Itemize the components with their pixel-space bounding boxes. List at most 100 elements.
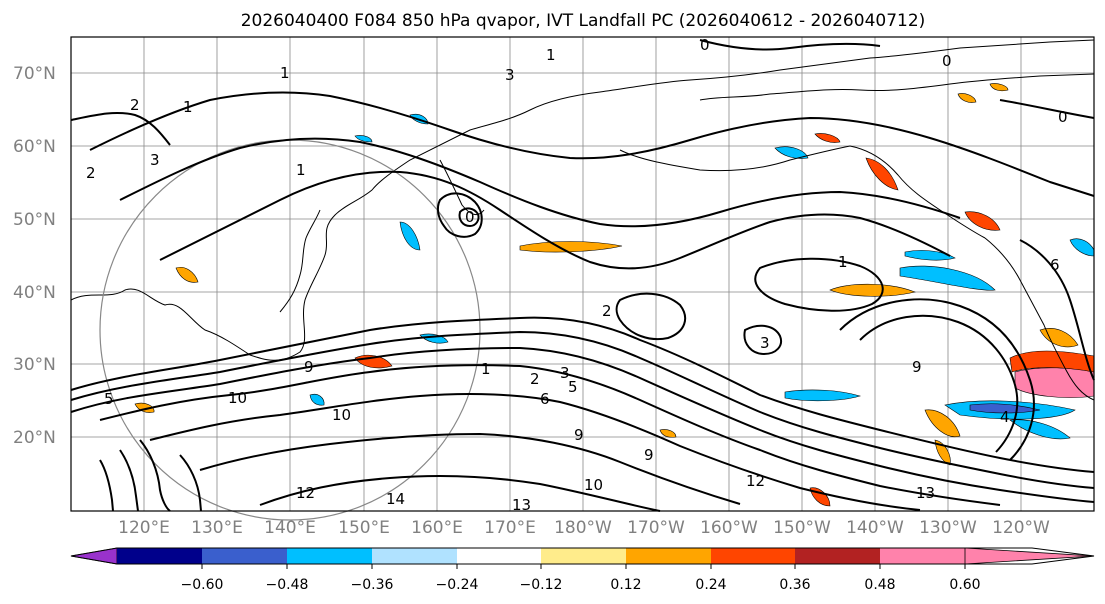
- contour-label: 3: [150, 151, 160, 169]
- anomaly-patch: [1009, 419, 1071, 440]
- contour-label: 9: [912, 358, 922, 376]
- colorbar-segment: [287, 548, 372, 564]
- colorbar-segment: [202, 548, 287, 564]
- longitude-axis: 120°E 130°E 140°E 150°E 160°E 170°E 180°…: [118, 518, 1050, 538]
- colorbar-tick-label: 0.36: [779, 577, 810, 593]
- anomaly-patch: [964, 211, 1001, 231]
- contour-label: 13: [916, 484, 935, 502]
- contour-line: [754, 257, 884, 312]
- colorbar-outline: [70, 547, 1095, 565]
- anomaly-patch: [175, 267, 199, 283]
- contour-line: [179, 454, 202, 512]
- contour-line: [199, 432, 741, 505]
- contour-label: 0: [942, 52, 952, 70]
- lat-label: 40°N: [13, 283, 56, 303]
- contour-line: [699, 39, 881, 51]
- contour-label: 5: [568, 378, 578, 396]
- anomaly-patch: [814, 133, 841, 143]
- contour-line: [149, 393, 921, 511]
- contour-line: [458, 207, 480, 228]
- colorbar-tick-label: 0.12: [610, 577, 641, 593]
- colorbar-segment: [795, 548, 880, 564]
- contour-line: [615, 292, 687, 340]
- anomaly-patch: [784, 389, 862, 402]
- lon-label: 170°W: [627, 518, 685, 538]
- colorbar: −0.60 −0.48 −0.36 −0.24 −0.12 0.12 0.24 …: [70, 547, 1095, 593]
- coastline-north-america: [984, 237, 1095, 401]
- lon-label: 150°W: [773, 518, 831, 538]
- contour-line: [119, 449, 139, 512]
- anomaly-patch: [957, 93, 977, 103]
- contour-lines: [70, 39, 1095, 512]
- anomaly-patch: [865, 157, 899, 191]
- contour-line: [743, 324, 782, 356]
- colorbar-segment: [880, 548, 965, 564]
- contour-label: 12: [296, 484, 315, 502]
- contour-label: 3: [505, 66, 515, 84]
- lon-label: 160°W: [700, 518, 758, 538]
- contour-label: 13: [512, 496, 531, 514]
- contour-label: 2: [602, 302, 612, 320]
- colorbar-tick-label: −0.48: [266, 577, 309, 593]
- contour-label: 1: [838, 253, 848, 271]
- colorbar-tick-label: 0.48: [864, 577, 895, 593]
- contour-label: 10: [228, 389, 247, 407]
- lat-label: 70°N: [13, 64, 56, 84]
- contour-line: [436, 192, 483, 238]
- colorbar-segment: [372, 548, 457, 564]
- anomaly-patch: [829, 283, 916, 297]
- contour-line: [999, 99, 1095, 119]
- lat-label: 20°N: [13, 428, 56, 448]
- contour-label: 10: [584, 476, 603, 494]
- contour-line: [99, 459, 114, 512]
- lat-label: 50°N: [13, 210, 56, 230]
- contour-line: [70, 316, 1095, 473]
- anomaly-patch: [774, 146, 809, 159]
- contour-line: [119, 137, 961, 228]
- contour-label: 1: [481, 360, 491, 378]
- contour-label: 4: [1000, 408, 1010, 426]
- contour-label: 9: [644, 446, 654, 464]
- contour-label: 2: [530, 370, 540, 388]
- anomaly-patch: [1039, 328, 1079, 348]
- colorbar-ticks: [201, 564, 966, 569]
- colorbar-tick-label: −0.36: [351, 577, 394, 593]
- figure-title: 2026040400 F084 850 hPa qvapor, IVT Land…: [241, 11, 926, 31]
- coastline-alaska: [619, 145, 986, 239]
- colorbar-tick-label: −0.12: [520, 577, 563, 593]
- lon-label: 180°W: [554, 518, 612, 538]
- contour-line: [70, 346, 1095, 503]
- lon-label: 120°E: [118, 518, 170, 538]
- anomaly-patch: [969, 403, 1041, 414]
- contour-line: [259, 475, 661, 512]
- contour-labels: 0 0 0 0 1 1 1 1 1 1 2 2 2 2 3 3 3 3 4 5 …: [86, 36, 1068, 514]
- coastline-asia: [70, 39, 1095, 361]
- lon-label: 140°W: [846, 518, 904, 538]
- contour-label: 5: [104, 390, 114, 408]
- lat-label: 30°N: [13, 355, 56, 375]
- anomaly-patch: [399, 221, 421, 251]
- lon-label: 130°E: [191, 518, 243, 538]
- coastlines: [70, 39, 1095, 401]
- anomaly-patch: [134, 402, 155, 413]
- anomaly-patch: [354, 135, 373, 143]
- contour-label: 2: [86, 164, 96, 182]
- colorbar-tick-label: −0.24: [436, 577, 479, 593]
- contour-label: 14: [386, 490, 405, 508]
- contour-label: 2: [130, 96, 140, 114]
- map-panel: 0 0 0 0 1 1 1 1 1 1 2 2 2 2 3 3 3 3 4 5 …: [70, 36, 1095, 521]
- contour-label: 10: [332, 406, 351, 424]
- colorbar-tick-label: −0.60: [181, 577, 224, 593]
- colorbar-segment: [541, 548, 626, 564]
- contour-line: [139, 439, 171, 512]
- contour-label: 1: [546, 46, 556, 64]
- colorbar-segment: [117, 548, 202, 564]
- lon-label: 160°E: [411, 518, 463, 538]
- colorbar-tick-label: 0.60: [949, 577, 980, 593]
- lon-label: 170°E: [484, 518, 536, 538]
- contour-label: 0: [1058, 108, 1068, 126]
- contour-label: 1: [183, 98, 193, 116]
- colorbar-segment: [626, 548, 711, 564]
- contour-line: [159, 170, 951, 270]
